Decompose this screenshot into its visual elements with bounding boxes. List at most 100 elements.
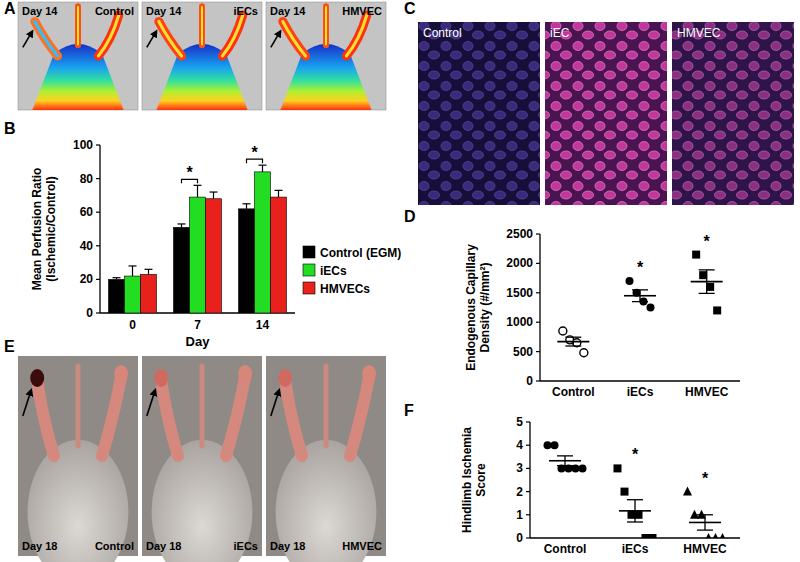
point bbox=[621, 488, 629, 496]
y-tick bbox=[526, 445, 530, 446]
histology-image bbox=[418, 22, 540, 205]
y-tick-label: 500 bbox=[513, 345, 533, 359]
image-label: HMVEC bbox=[342, 5, 382, 17]
body bbox=[32, 44, 123, 110]
body bbox=[280, 44, 371, 110]
point bbox=[579, 464, 587, 472]
point bbox=[699, 271, 707, 279]
panel-letter: B bbox=[4, 120, 16, 137]
significance-star: * bbox=[704, 233, 711, 250]
sem-line bbox=[564, 456, 565, 466]
error-line bbox=[197, 185, 198, 197]
error-line bbox=[278, 190, 279, 197]
sem-line bbox=[573, 337, 574, 346]
x-tick-label: iECs bbox=[622, 542, 649, 556]
sem-cap bbox=[697, 529, 713, 530]
sem-cap bbox=[632, 301, 648, 302]
y-axis bbox=[99, 145, 100, 313]
perfusion-image bbox=[266, 2, 386, 110]
sem-cap bbox=[557, 455, 573, 456]
label-line: Score bbox=[474, 463, 488, 497]
bar bbox=[125, 276, 141, 313]
leg-core bbox=[98, 15, 118, 56]
leg bbox=[98, 15, 118, 56]
leg bbox=[159, 21, 182, 56]
y-axis bbox=[539, 234, 540, 381]
sem-bar bbox=[699, 270, 715, 294]
legend-label: Control (EGM) bbox=[320, 246, 401, 260]
error-cap bbox=[275, 190, 283, 191]
leg-core bbox=[346, 15, 366, 56]
point bbox=[692, 251, 700, 259]
leg bbox=[37, 380, 54, 456]
y-tick-label: 60 bbox=[80, 205, 94, 219]
sem-bar bbox=[557, 456, 573, 466]
image-frame bbox=[18, 2, 138, 110]
label-line: Hindlimb Ischemia bbox=[460, 427, 474, 533]
image-day: Day 18 bbox=[146, 540, 181, 552]
tail bbox=[75, 6, 81, 45]
figure: ABCDEFDay 14ControlDay 14iECsDay 14HMVEC… bbox=[0, 0, 800, 562]
x-tick-label: iECs bbox=[627, 385, 654, 399]
point bbox=[649, 534, 657, 538]
sem-cap bbox=[557, 465, 573, 466]
error-bar bbox=[194, 185, 202, 197]
leg bbox=[102, 376, 121, 456]
y-tick bbox=[96, 144, 100, 145]
label-line: Endogenous Capillary bbox=[464, 244, 478, 371]
bar bbox=[271, 197, 287, 313]
y-tick bbox=[526, 468, 530, 469]
point bbox=[544, 441, 552, 449]
arrow bbox=[147, 390, 155, 416]
leg bbox=[35, 21, 58, 56]
mouse-photo bbox=[142, 356, 262, 562]
leg bbox=[283, 21, 306, 56]
perfusion-image bbox=[142, 2, 262, 110]
image-label: iECs bbox=[234, 540, 258, 552]
sem-cap bbox=[565, 345, 581, 346]
perfusion-image bbox=[18, 2, 138, 110]
mouse-photo bbox=[266, 356, 386, 562]
error-bar bbox=[145, 269, 153, 274]
error-bar bbox=[129, 266, 137, 276]
legend-swatch bbox=[303, 264, 315, 276]
bar bbox=[109, 279, 125, 313]
point bbox=[580, 349, 588, 357]
y-tick bbox=[96, 212, 100, 213]
image-label: Control bbox=[95, 540, 134, 552]
error-bar bbox=[113, 278, 121, 280]
bar bbox=[174, 227, 190, 313]
arrow bbox=[271, 31, 281, 47]
y-tick-label: 2 bbox=[516, 485, 523, 499]
tail bbox=[323, 6, 329, 45]
sem-bar bbox=[627, 500, 643, 522]
y-tick bbox=[536, 263, 540, 264]
label-line: Density (#/mm²) bbox=[478, 262, 492, 352]
image-label: Control bbox=[423, 26, 462, 40]
y-tick-label: 2000 bbox=[506, 256, 533, 270]
x-axis bbox=[540, 380, 740, 381]
bar bbox=[206, 199, 222, 313]
x-axis-label: Day bbox=[186, 334, 211, 349]
foot bbox=[362, 365, 376, 383]
y-tick-label: 20 bbox=[80, 272, 94, 286]
y-tick bbox=[96, 312, 100, 313]
image-day: Day 18 bbox=[270, 540, 305, 552]
sem-cap bbox=[697, 514, 713, 515]
bar bbox=[239, 209, 255, 313]
panel-letter: E bbox=[4, 338, 15, 355]
leg-core bbox=[159, 21, 182, 56]
x-tick-label: HMVEC bbox=[683, 542, 727, 556]
leg bbox=[285, 380, 302, 456]
y-axis-label: Hindlimb IschemiaScore bbox=[460, 427, 488, 533]
point bbox=[642, 534, 650, 538]
bar bbox=[141, 274, 157, 313]
leg-core bbox=[35, 21, 58, 56]
error-line bbox=[148, 269, 149, 274]
error-cap bbox=[145, 269, 153, 270]
sem-line bbox=[639, 290, 640, 302]
sem-cap bbox=[699, 269, 715, 270]
point bbox=[628, 511, 636, 519]
y-tick-label: 2500 bbox=[506, 227, 533, 241]
sem-cap bbox=[565, 337, 581, 338]
